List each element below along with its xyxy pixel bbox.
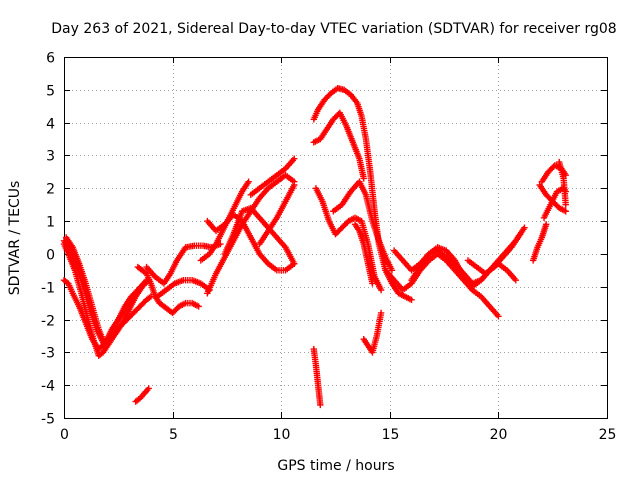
data-point-marker [542, 221, 550, 228]
x-tick-label: 15 [382, 427, 400, 443]
y-tick-label: 4 [46, 117, 55, 133]
series-trace-e [132, 385, 152, 405]
series-trace-d [62, 234, 142, 349]
x-tick-label: 20 [490, 427, 508, 443]
y-tick-label: 5 [46, 84, 55, 100]
data-point-marker [134, 286, 142, 294]
data-point-marker [516, 231, 524, 238]
series-trace-dd [556, 158, 569, 208]
axis-ticks: 0 5 10 15 20 25 -5 -4 -3 -2 -1 0 1 2 3 4 5 6 [41, 51, 616, 444]
y-tick-label: 3 [46, 149, 55, 165]
data-point-marker [195, 303, 202, 310]
series-trace-r [312, 185, 385, 294]
series-trace-s [330, 178, 396, 274]
plot-frame [64, 57, 608, 419]
data-point-marker [317, 401, 324, 409]
data-point-marker [521, 224, 528, 231]
series-trace-z [529, 221, 550, 264]
data-point-marker [408, 296, 415, 304]
data-point-marker [133, 288, 140, 295]
data-point-marker [495, 313, 502, 320]
y-tick-label: -5 [41, 412, 55, 428]
y-tick-label: -2 [41, 314, 55, 330]
y-tick-label: 2 [46, 182, 55, 198]
series-trace-m [247, 155, 298, 199]
data-points [60, 84, 569, 409]
x-tick-label: 5 [169, 427, 178, 443]
series-trace-t [360, 309, 385, 356]
y-tick-label: 6 [46, 51, 55, 67]
y-tick-label: -3 [41, 346, 55, 362]
series-trace-l [221, 204, 298, 267]
series-trace-v [382, 250, 502, 320]
data-point-marker [377, 309, 385, 317]
data-point-marker [369, 280, 376, 287]
series-trace-x [408, 224, 528, 290]
series-trace-u [351, 221, 376, 287]
data-point-marker [360, 175, 367, 182]
y-axis-label: SDTVAR / TECUs [7, 181, 23, 296]
data-point-marker [562, 201, 569, 208]
data-point-marker [512, 276, 519, 284]
series-trace-y [464, 231, 524, 277]
series-trace-q [310, 109, 367, 182]
y-tick-label: 1 [46, 215, 55, 231]
grid-lines [64, 57, 607, 418]
y-tick-label: -4 [41, 379, 55, 395]
x-tick-label: 10 [273, 427, 291, 443]
data-point-marker [245, 178, 252, 185]
data-point-marker [377, 286, 385, 294]
data-point-marker [291, 260, 298, 267]
x-axis-label: GPS time / hours [277, 458, 394, 474]
series-trace-p [310, 84, 415, 304]
chart-title: Day 263 of 2021, Sidereal Day-to-day VTE… [51, 21, 616, 37]
data-point-marker [291, 155, 298, 162]
data-point-marker [145, 385, 152, 392]
x-tick-label: 25 [599, 427, 617, 443]
data-point-marker [562, 208, 569, 215]
series-trace-n [256, 181, 298, 248]
y-tick-label: -1 [41, 281, 55, 297]
data-point-marker [291, 181, 298, 189]
x-tick-label: 0 [60, 427, 69, 443]
y-tick-label: 0 [46, 248, 55, 264]
series-trace-f [134, 263, 202, 317]
series-trace-cc [536, 181, 569, 215]
data-point-marker [388, 267, 396, 274]
series-trace-o [310, 345, 324, 409]
